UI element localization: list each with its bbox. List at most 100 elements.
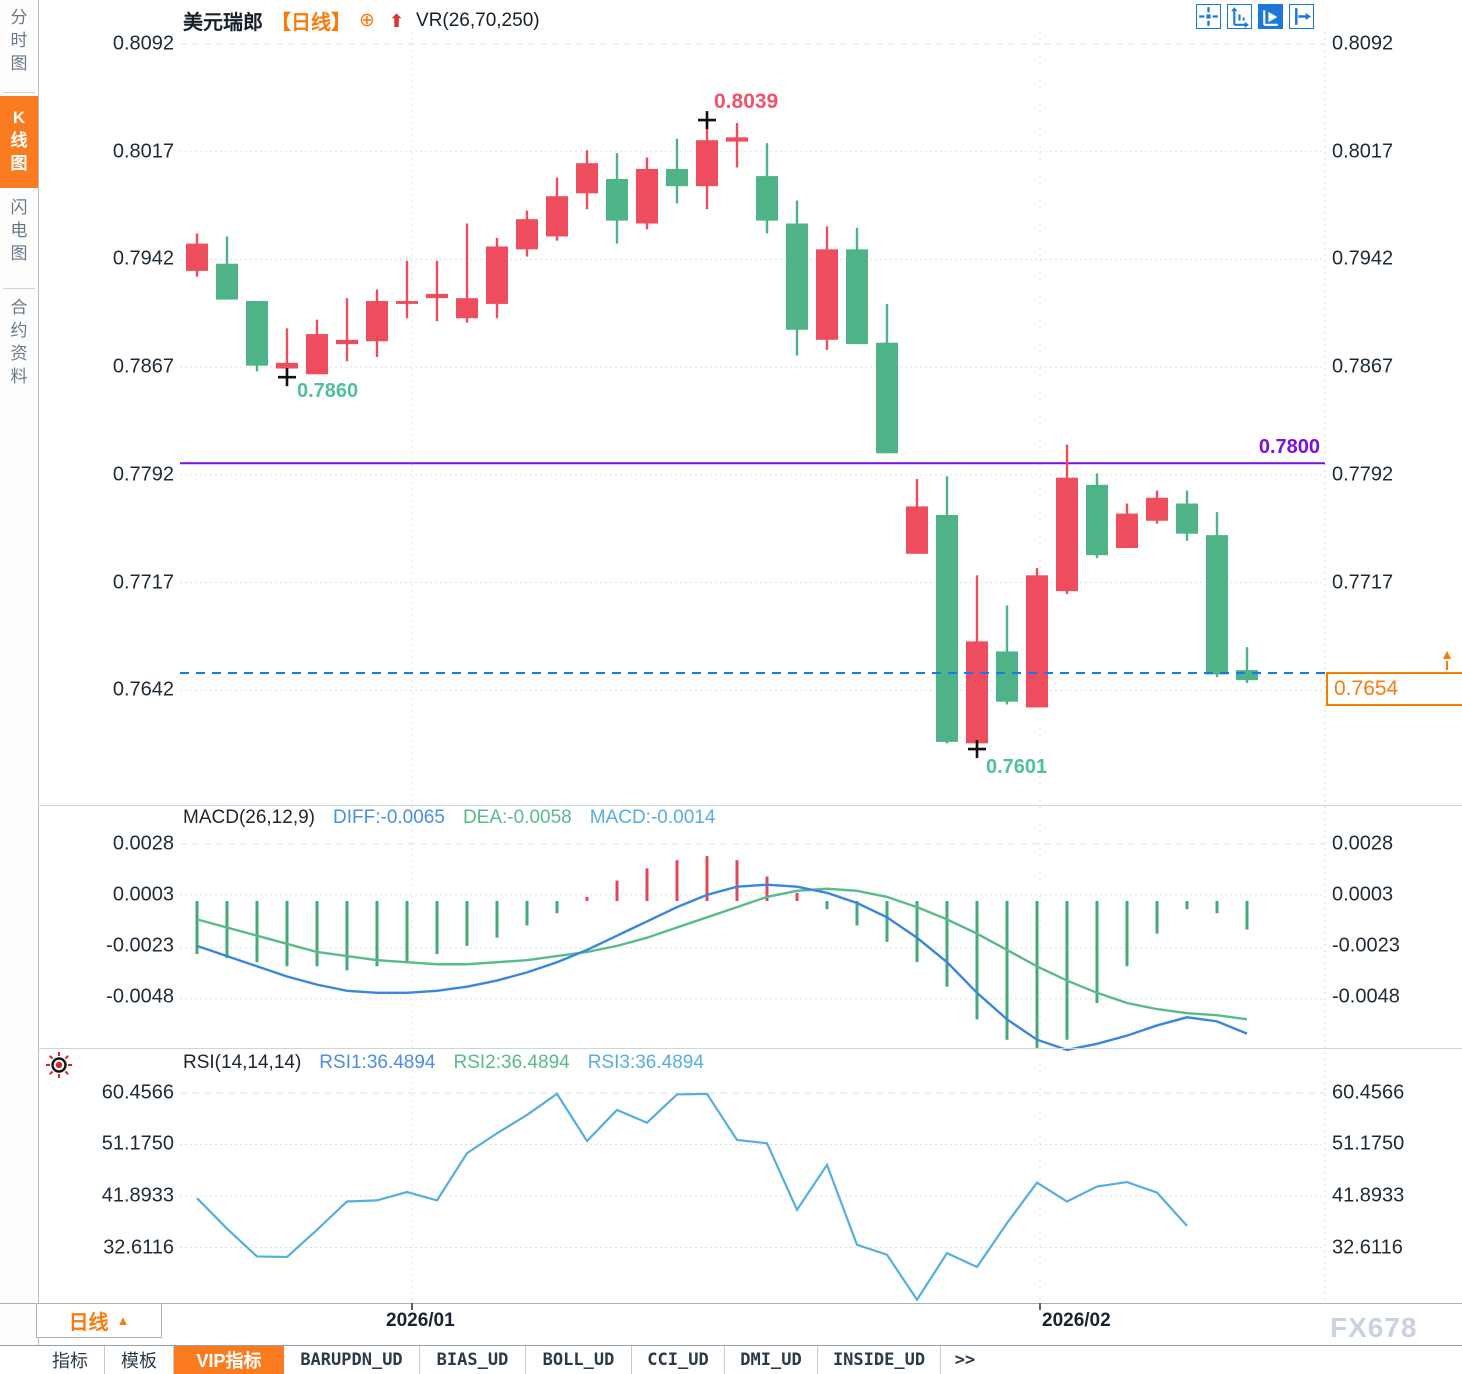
divider	[3, 288, 35, 289]
tab-barupdn-ud[interactable]: BARUPDN_UD	[284, 1346, 420, 1374]
candle-body	[1026, 575, 1048, 708]
candle-body	[216, 263, 238, 300]
watermark: FX678	[1330, 1312, 1418, 1343]
timeframe-selector[interactable]: 日线 ▲	[36, 1303, 162, 1338]
macd-axis-label: 0.0028	[112, 832, 174, 855]
candle-body	[546, 196, 568, 237]
timeframe-tag: 【日线】	[271, 12, 351, 34]
candle-body	[756, 176, 778, 221]
rsi-axis-label: 32.6116	[103, 1236, 174, 1259]
candle-body	[936, 515, 958, 742]
sidebar-tab-time-chart[interactable]: 分时图	[0, 6, 38, 75]
tab-indicators[interactable]: 指标	[36, 1346, 105, 1374]
auto-scale-icon[interactable]	[1258, 4, 1283, 29]
tab-dmi-ud[interactable]: DMI_UD	[725, 1346, 818, 1374]
axis-scale-icon[interactable]	[1227, 4, 1252, 29]
last-price-badge: 0.7654	[1326, 672, 1462, 706]
candle-body	[666, 168, 688, 187]
sidebar-tab-lightning-chart[interactable]: 闪电图	[0, 196, 38, 265]
candle-body	[456, 298, 478, 319]
macd-dea-line	[196, 887, 1248, 1021]
add-indicator-icon[interactable]: ⊕	[359, 10, 375, 31]
candle-body	[276, 362, 298, 369]
sidebar-tab-label: 合约资料	[10, 298, 28, 386]
candle-body	[786, 223, 808, 330]
candle-body	[306, 334, 328, 375]
tab-inside-ud[interactable]: INSIDE_UD	[818, 1346, 941, 1374]
macd-axis-label: 0.0028	[1332, 832, 1394, 855]
price-axis-label: 0.8017	[1332, 140, 1394, 163]
candle-body	[966, 641, 988, 744]
macd-diff-value: DIFF:-0.0065	[333, 807, 445, 828]
price-axis-label: 0.7792	[1332, 463, 1394, 486]
rsi-axis-label: 32.6116	[1332, 1236, 1403, 1259]
indicator-settings-sun-icon[interactable]	[44, 1050, 74, 1080]
tab-label: BARUPDN_UD	[300, 1350, 403, 1370]
tab-label: >>	[954, 1350, 976, 1370]
tab-label: BIAS_UD	[436, 1350, 509, 1370]
macd-axis-label: -0.0048	[1332, 985, 1400, 1008]
tab-label: VIP指标	[196, 1351, 262, 1371]
crosshair-move-icon[interactable]	[1196, 4, 1221, 29]
candle-body	[996, 651, 1018, 702]
rsi-title[interactable]: RSI(14,14,14)	[183, 1052, 302, 1073]
candle-body	[426, 293, 448, 299]
price-axis-label: 0.7717	[1332, 571, 1394, 594]
overlay-indicator-name[interactable]: VR(26,70,250)	[416, 9, 540, 31]
macd-axis-label: -0.0048	[106, 985, 174, 1008]
tab-label: 指标	[52, 1351, 88, 1371]
tab-label: BOLL_UD	[542, 1350, 615, 1370]
price-axis-label: 0.8092	[112, 32, 174, 55]
candle-body	[246, 301, 268, 366]
sidebar-tab-contract-info[interactable]: 合约资料	[0, 296, 38, 388]
rsi-axis-label: 41.8933	[1332, 1184, 1405, 1207]
price-axis-label: 0.7642	[112, 678, 174, 701]
rsi1-value: RSI1:36.4894	[319, 1052, 436, 1073]
candle-body	[1116, 513, 1138, 549]
indicator-tab-bar: 指标 模板 VIP指标 BARUPDN_UD BIAS_UD BOLL_UD C…	[0, 1345, 1462, 1374]
price-axis-label: 0.7942	[112, 247, 174, 270]
tab-templates[interactable]: 模板	[105, 1346, 174, 1374]
candle-body	[1236, 670, 1258, 681]
tab-bias-ud[interactable]: BIAS_UD	[420, 1346, 526, 1374]
rsi-axis-label: 60.4566	[1332, 1081, 1405, 1104]
rsi3-value: RSI3:36.4894	[587, 1052, 704, 1073]
candle-body	[636, 168, 658, 224]
price-axis-label: 0.8092	[1332, 32, 1394, 55]
pan-right-icon[interactable]	[1289, 4, 1314, 29]
candle-body	[726, 137, 748, 142]
tab-vip-indicators[interactable]: VIP指标	[174, 1346, 284, 1374]
tab-label: DMI_UD	[740, 1350, 802, 1370]
sidebar-tab-candlestick-chart[interactable]: K线图	[0, 96, 38, 188]
arrow-up-icon: ⬆	[388, 10, 405, 31]
high-price-label: 0.8039	[714, 90, 779, 113]
macd-title[interactable]: MACD(26,12,9)	[183, 807, 315, 828]
price-up-marker-icon: ▲	[1437, 647, 1457, 670]
x-axis-tick	[411, 1303, 413, 1310]
macd-axis-label: 0.0003	[112, 883, 174, 906]
price-axis-label: 0.7867	[112, 355, 174, 378]
macd-axis-label: -0.0023	[1332, 934, 1400, 957]
sidebar-tab-label: 闪电图	[10, 198, 28, 263]
sidebar-tab-label: 分时图	[10, 8, 28, 73]
x-axis-label: 2026/01	[386, 1310, 455, 1331]
rsi-axis-label: 51.1750	[1332, 1132, 1405, 1155]
candle-body	[876, 342, 898, 454]
timeframe-label: 日线	[68, 1312, 109, 1334]
swing-low-price-label: 0.7860	[297, 380, 359, 402]
chart-toolbar	[1196, 4, 1314, 29]
candle-body	[396, 301, 418, 304]
candle-body	[696, 140, 718, 187]
tab-more[interactable]: >>	[941, 1346, 989, 1374]
low-price-label: 0.7601	[986, 756, 1048, 778]
price-axis-label: 0.7792	[112, 463, 174, 486]
panel-divider	[0, 1303, 1462, 1304]
tab-boll-ud[interactable]: BOLL_UD	[526, 1346, 632, 1374]
tab-label: 模板	[121, 1351, 157, 1371]
tab-cci-ud[interactable]: CCI_UD	[632, 1346, 725, 1374]
price-axis-label: 0.7867	[1332, 355, 1394, 378]
rsi2-value: RSI2:36.4894	[453, 1052, 570, 1073]
candle-body	[366, 301, 388, 342]
panel-divider	[38, 1048, 1462, 1049]
